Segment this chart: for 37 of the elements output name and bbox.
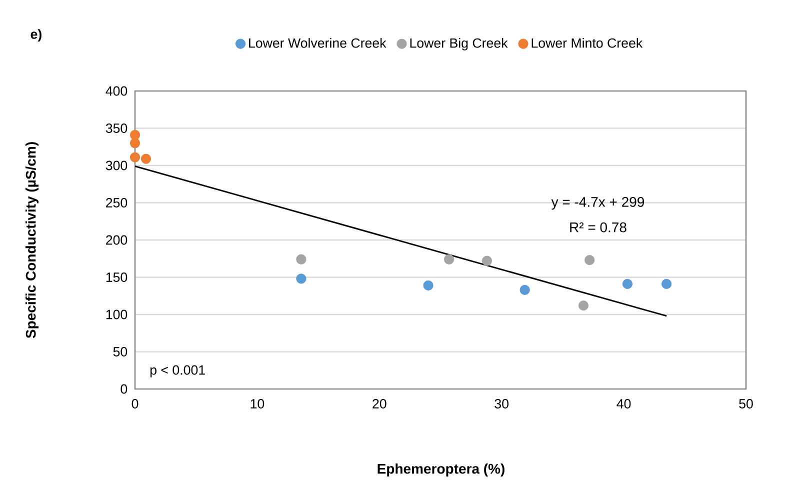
point <box>584 255 595 266</box>
y-tick-label: 350 <box>106 124 128 133</box>
point <box>296 254 306 264</box>
point <box>140 154 152 164</box>
x-tick-label: 40 <box>616 399 631 408</box>
text: e) <box>30 29 42 42</box>
y-tick-label: 300 <box>106 160 128 170</box>
x-tick-label: 20 <box>372 399 386 408</box>
point <box>296 274 306 284</box>
annotation: y = -4.7x + 299 <box>551 196 644 210</box>
point <box>482 256 492 266</box>
point <box>578 300 589 311</box>
annotation: R² = 0.78 <box>570 222 626 232</box>
x-tick-label: 30 <box>494 399 508 408</box>
legend-label: Lower Minto Creek <box>532 38 643 48</box>
annotation: p < 0.001 <box>150 365 205 378</box>
point <box>622 278 633 290</box>
y-tick-label: 0 <box>120 384 128 394</box>
point <box>423 280 434 290</box>
x-axis-title: Ephemeroptera (%) <box>378 463 504 477</box>
point <box>444 254 454 264</box>
y-tick-label: 200 <box>106 235 128 245</box>
y-tick-label: 150 <box>106 272 128 282</box>
legend-label: Lower Wolverine Creek <box>249 38 386 48</box>
y-tick-label: 250 <box>106 198 128 208</box>
point <box>662 278 672 290</box>
point <box>520 284 530 295</box>
point <box>130 152 140 162</box>
y-axis-title: Specific Conductivity (µS/cm) <box>25 142 39 338</box>
x-tick-label: 0 <box>132 399 138 408</box>
x-tick-label: 50 <box>739 399 753 408</box>
point <box>130 138 140 148</box>
legend-label: Lower Big Creek <box>410 38 508 50</box>
y-tick-label: 50 <box>113 347 128 356</box>
y-tick-label: 100 <box>106 310 128 320</box>
y-tick-label: 400 <box>106 86 128 96</box>
x-tick-label: 10 <box>250 399 264 408</box>
